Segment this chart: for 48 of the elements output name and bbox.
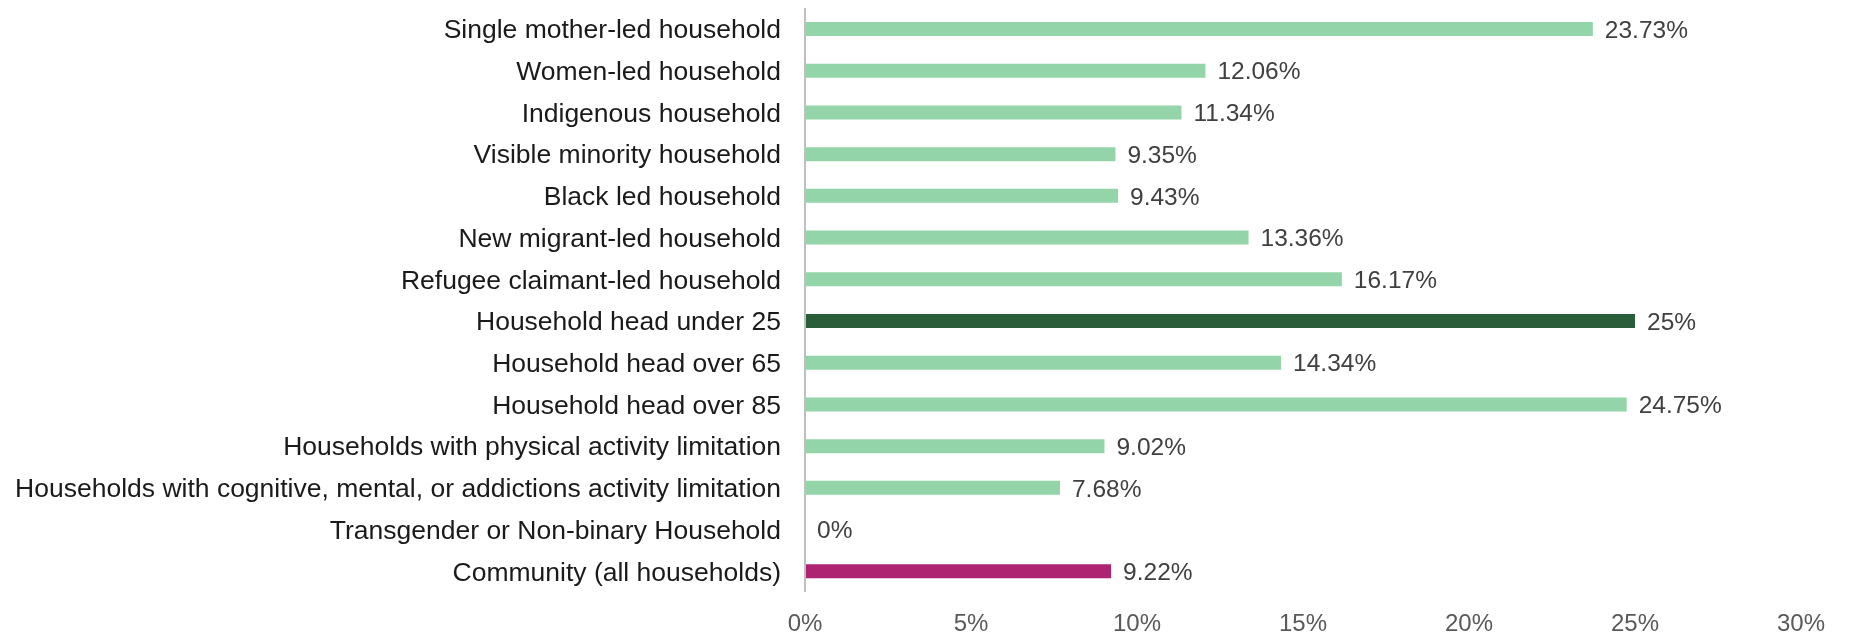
data-label: 9.43% [1130, 182, 1200, 210]
x-tick-label: 0% [787, 609, 823, 636]
x-tick-label: 25% [1610, 609, 1660, 636]
x-tick-label: 20% [1444, 609, 1494, 636]
x-tick-label: 15% [1278, 609, 1328, 636]
data-label: 11.34% [1193, 99, 1275, 127]
y-tick-label: Community (all households) [452, 556, 781, 587]
y-tick-label: Households with cognitive, mental, or addictions activity limitation [15, 473, 781, 504]
x-tick-label: 30% [1776, 609, 1826, 636]
data-label: 7.68% [1071, 474, 1142, 502]
bar [805, 314, 1635, 328]
data-label: 13.36% [1260, 224, 1344, 252]
x-tick-label: 5% [953, 609, 989, 636]
data-label: 9.02% [1116, 432, 1186, 460]
data-label: 12.06% [1217, 57, 1301, 85]
y-tick-label: Households with physical activity limitation [283, 431, 781, 462]
bar [805, 439, 1105, 454]
y-tick-label: Single mother-led household [443, 14, 781, 45]
y-tick-label: Women-led household [516, 55, 781, 86]
bar [805, 272, 1342, 287]
data-label: 9.22% [1123, 557, 1193, 585]
bar [805, 230, 1249, 245]
bar [805, 63, 1206, 78]
bar [805, 397, 1627, 412]
bar [805, 564, 1112, 579]
bar [805, 355, 1282, 370]
data-label: 14.34% [1293, 349, 1377, 377]
data-label: 23.73% [1604, 15, 1688, 43]
y-tick-label: Indigenous household [521, 97, 781, 128]
data-label: 16.17% [1353, 265, 1437, 293]
y-tick-label: Household head under 25 [476, 306, 781, 337]
y-tick-label: New migrant-led household [458, 222, 781, 253]
y-tick-label: Visible minority household [473, 139, 781, 170]
y-tick-label: Black led household [543, 181, 781, 212]
bar [805, 147, 1116, 162]
bar [805, 480, 1060, 495]
x-tick-label: 10% [1112, 609, 1162, 636]
y-tick-label: Refugee claimant-led household [400, 264, 781, 295]
bar [805, 188, 1119, 203]
bar [805, 22, 1593, 36]
data-label: 0% [817, 516, 853, 544]
y-tick-label: Household head over 85 [492, 389, 781, 420]
data-label: 9.35% [1127, 140, 1197, 168]
y-tick-label: Transgender or Non-binary Household [329, 514, 781, 545]
data-label: 25% [1647, 307, 1697, 335]
bar [805, 105, 1182, 120]
y-tick-label: Household head over 65 [492, 347, 781, 378]
data-label: 24.75% [1638, 391, 1722, 419]
